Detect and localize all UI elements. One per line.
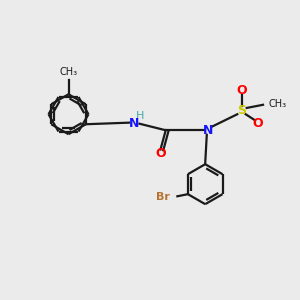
- Text: N: N: [202, 124, 213, 136]
- Text: CH₃: CH₃: [268, 99, 286, 109]
- Text: Br: Br: [156, 192, 170, 202]
- Text: CH₃: CH₃: [59, 67, 78, 77]
- Text: N: N: [129, 117, 140, 130]
- Text: S: S: [238, 104, 247, 117]
- Text: O: O: [253, 117, 263, 130]
- Text: H: H: [136, 111, 145, 121]
- Text: O: O: [237, 84, 247, 97]
- Text: O: O: [155, 147, 166, 160]
